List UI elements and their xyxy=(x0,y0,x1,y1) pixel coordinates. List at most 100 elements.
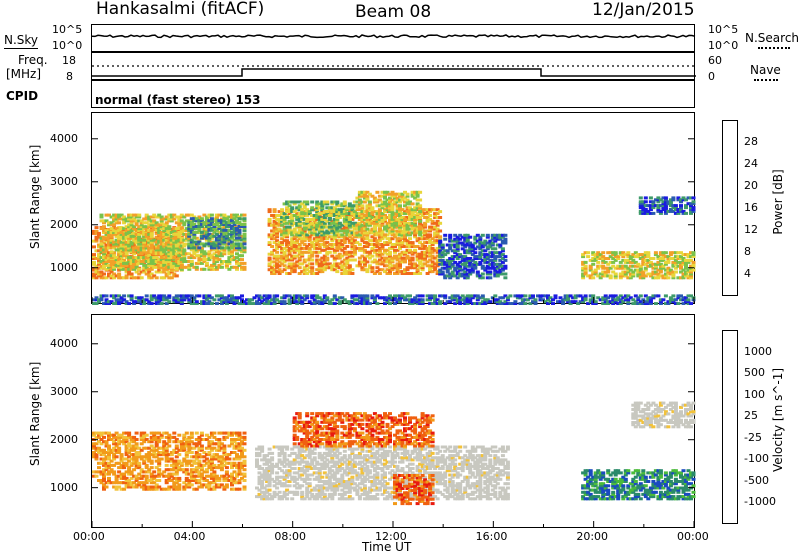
data-cell xyxy=(199,225,204,228)
data-cell xyxy=(500,241,505,245)
data-cell xyxy=(189,223,194,226)
data-cell xyxy=(388,204,392,208)
data-cell xyxy=(413,208,418,212)
data-cell xyxy=(443,274,448,278)
data-cell xyxy=(398,264,402,268)
data-cell xyxy=(365,216,370,219)
data-cell xyxy=(129,223,134,227)
data-cell xyxy=(518,294,523,298)
data-cell xyxy=(235,300,239,304)
data-cell xyxy=(400,256,405,260)
data-cell xyxy=(290,245,295,248)
data-cell xyxy=(388,260,392,264)
data-cell xyxy=(403,216,407,219)
data-cell xyxy=(643,200,648,204)
data-cell xyxy=(653,251,658,255)
data-cell xyxy=(478,245,483,249)
data-cell xyxy=(388,296,392,300)
data-cell xyxy=(415,264,420,268)
data-cell xyxy=(204,234,209,238)
data-cell xyxy=(179,244,184,248)
data-cell xyxy=(603,257,608,260)
data-cell xyxy=(676,198,681,202)
data-cell xyxy=(495,270,500,274)
data-cell xyxy=(280,262,285,266)
data-cell xyxy=(360,212,365,216)
data-cell xyxy=(327,216,332,219)
data-cell xyxy=(199,300,204,304)
data-cell xyxy=(362,248,367,252)
data-cell xyxy=(410,264,415,268)
data-cell xyxy=(157,229,162,233)
data-cell xyxy=(187,260,192,263)
data-cell xyxy=(480,241,485,245)
data-cell xyxy=(272,216,277,219)
data-cell xyxy=(380,256,385,260)
data-cell xyxy=(455,237,460,241)
data-cell xyxy=(184,236,189,240)
data-cell xyxy=(129,276,134,280)
data-cell xyxy=(362,227,367,231)
data-cell xyxy=(325,266,330,270)
data-cell xyxy=(169,228,174,231)
data-cell xyxy=(107,221,111,225)
data-cell xyxy=(232,221,237,225)
data-cell xyxy=(235,252,239,256)
data-cell xyxy=(189,300,194,304)
data-cell xyxy=(410,298,415,302)
data-cell xyxy=(372,216,377,219)
data-cell xyxy=(598,257,603,260)
data-cell xyxy=(367,208,372,212)
data-cell xyxy=(668,257,673,260)
data-cell xyxy=(395,204,400,208)
data-cell xyxy=(495,235,500,239)
data-cell xyxy=(425,219,430,223)
data-cell xyxy=(337,266,342,270)
data-cell xyxy=(157,300,162,304)
data-cell xyxy=(684,266,688,270)
data-cell xyxy=(483,302,488,305)
data-cell xyxy=(440,253,445,257)
data-cell xyxy=(440,272,445,276)
data-cell xyxy=(164,221,169,225)
data-cell xyxy=(117,300,122,304)
data-cell xyxy=(438,255,443,259)
data-cell xyxy=(147,260,152,263)
data-cell xyxy=(395,229,400,233)
data-cell xyxy=(157,252,162,256)
data-cell xyxy=(224,234,229,238)
data-cell xyxy=(689,255,693,259)
data-cell xyxy=(282,294,287,298)
data-cell xyxy=(468,251,473,255)
data-cell xyxy=(638,266,643,270)
data-cell xyxy=(658,270,663,274)
data-cell xyxy=(305,258,310,262)
data-cell xyxy=(345,217,350,221)
data-cell xyxy=(651,262,656,266)
data-cell xyxy=(337,214,342,217)
data-cell xyxy=(117,221,122,225)
data-cell xyxy=(465,268,470,272)
data-cell xyxy=(350,204,355,208)
data-cell xyxy=(272,260,277,264)
data-cell xyxy=(347,219,352,223)
data-cell xyxy=(520,298,525,302)
data-cell xyxy=(658,258,663,262)
data-cell xyxy=(222,240,227,244)
data-cell xyxy=(97,253,101,257)
data-cell xyxy=(157,223,162,227)
data-cell xyxy=(169,234,174,238)
data-cell xyxy=(525,298,530,302)
data-cell xyxy=(134,219,139,223)
data-cell xyxy=(99,266,104,270)
data-cell xyxy=(616,255,621,259)
data-cell xyxy=(237,215,242,219)
data-cell xyxy=(97,245,101,249)
data-cell xyxy=(237,296,242,300)
data-cell xyxy=(337,252,342,256)
data-cell xyxy=(107,243,111,247)
data-cell xyxy=(485,245,490,249)
data-cell xyxy=(227,221,232,225)
data-cell xyxy=(380,190,385,194)
data-cell xyxy=(390,214,395,217)
